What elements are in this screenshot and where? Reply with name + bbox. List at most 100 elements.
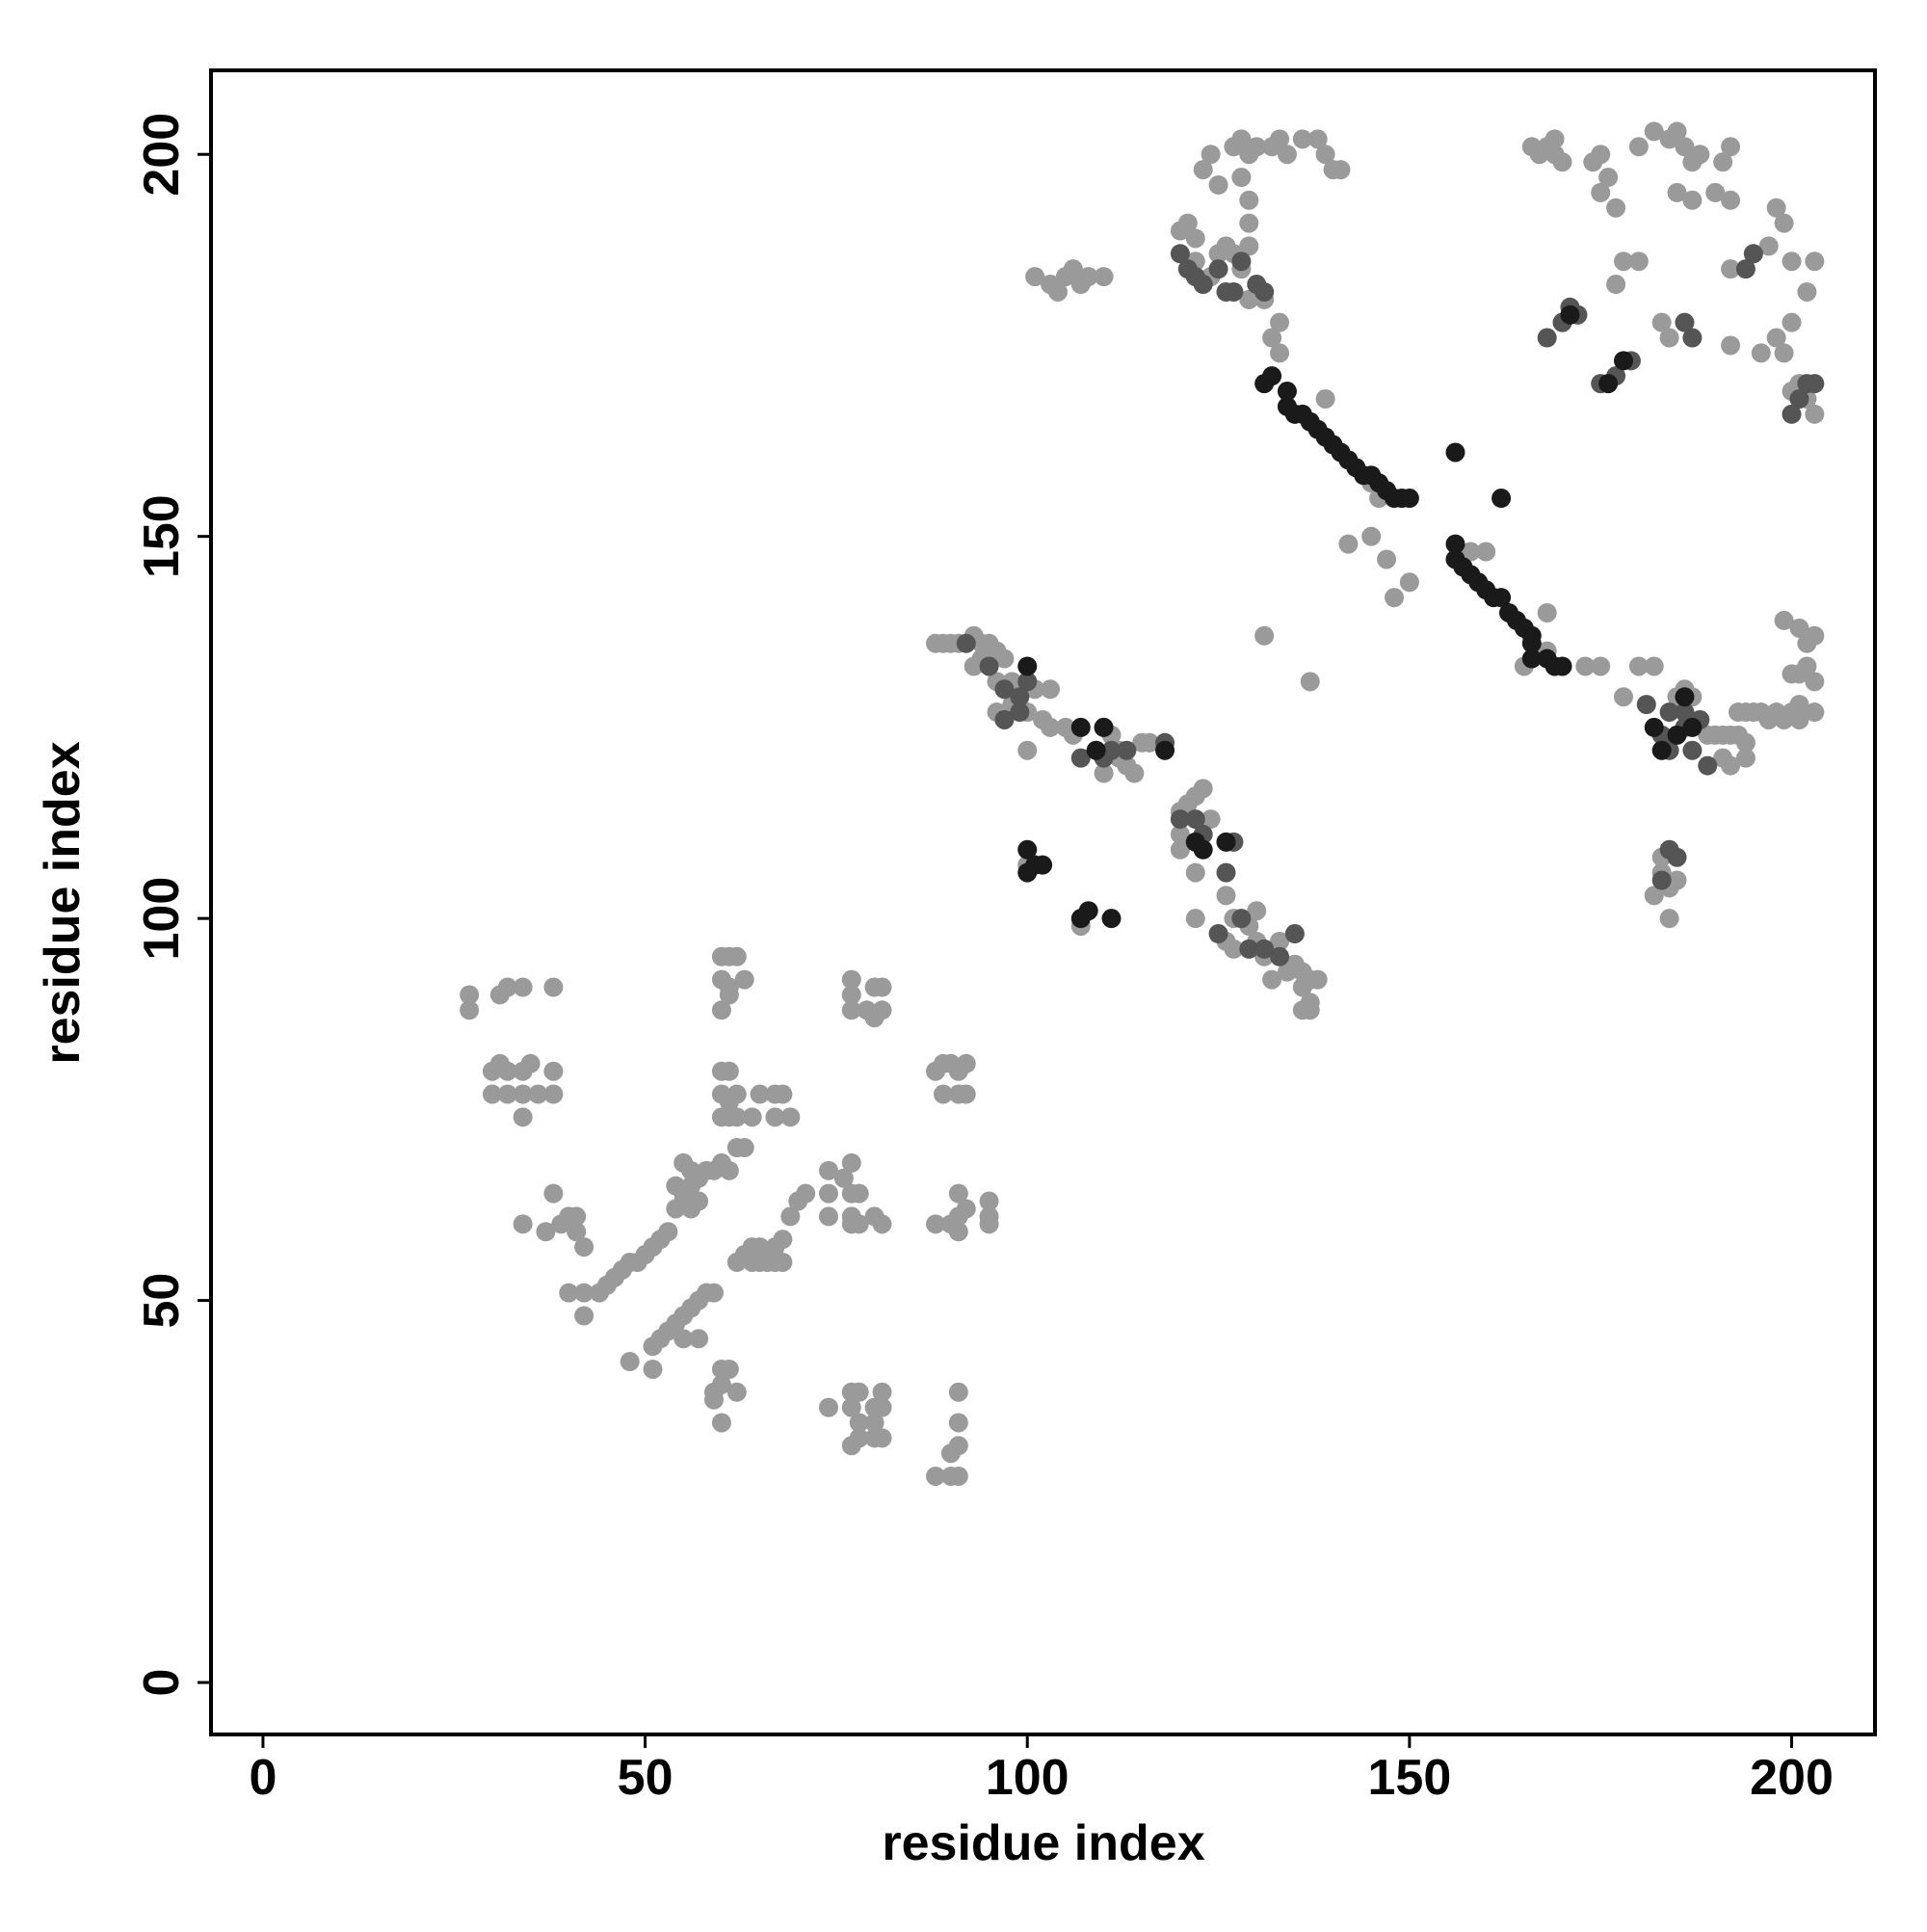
contact-point <box>1017 839 1038 860</box>
contact-point <box>1101 909 1122 929</box>
contact-point <box>1614 351 1634 371</box>
contact-point <box>1614 251 1634 272</box>
contact-point <box>1682 328 1703 348</box>
y-tick-label: 150 <box>134 494 190 578</box>
contact-point <box>726 1138 747 1158</box>
contact-point <box>1774 610 1794 630</box>
contact-point <box>750 1237 770 1257</box>
contact-point <box>1361 526 1382 546</box>
contact-point <box>719 1160 739 1180</box>
contact-point <box>1185 809 1205 830</box>
contact-point <box>1628 251 1649 272</box>
contact-point <box>1476 542 1496 562</box>
contact-point <box>750 1084 770 1104</box>
y-axis-title: residue index <box>35 741 91 1064</box>
contact-point <box>734 969 754 990</box>
contact-point <box>818 1206 838 1227</box>
contact-point <box>872 1397 892 1417</box>
contact-point <box>1552 656 1572 676</box>
contact-point <box>841 969 861 990</box>
contact-point <box>1774 343 1794 363</box>
contact-point <box>796 1183 816 1204</box>
contact-point <box>948 1436 968 1456</box>
contact-point <box>849 1183 869 1204</box>
x-tick-label: 50 <box>618 1750 673 1806</box>
contact-point <box>1155 740 1175 760</box>
contact-point <box>1177 213 1198 233</box>
contact-point <box>948 1382 968 1402</box>
contact-point <box>872 1382 892 1402</box>
contact-point <box>1231 129 1252 149</box>
contact-point <box>559 1283 579 1303</box>
contact-point <box>543 1084 564 1104</box>
contact-point <box>1070 717 1091 737</box>
contact-point <box>1644 656 1664 676</box>
contact-point <box>1216 832 1236 852</box>
contact-point <box>1208 174 1228 195</box>
contact-point <box>994 679 1015 700</box>
contact-point <box>1185 862 1205 883</box>
contact-point <box>719 1359 739 1379</box>
contact-point <box>1774 213 1794 233</box>
contact-point <box>742 1252 762 1272</box>
contact-point <box>1606 198 1626 218</box>
contact-point <box>1598 168 1619 188</box>
contact-point <box>1270 931 1290 951</box>
contact-point <box>1239 213 1259 233</box>
contact-point <box>1086 740 1106 760</box>
contact-point <box>1667 870 1687 890</box>
contact-point <box>1224 281 1244 302</box>
contact-point <box>841 1397 861 1417</box>
contact-point <box>1239 289 1259 309</box>
contact-point <box>1231 251 1252 272</box>
contact-point <box>841 985 861 1005</box>
contact-point <box>1216 862 1236 883</box>
contact-point <box>1300 672 1320 692</box>
contact-point <box>1284 924 1305 944</box>
contact-point <box>1338 534 1359 554</box>
contact-point <box>964 656 984 676</box>
contact-point <box>1805 404 1825 424</box>
contact-point <box>1544 129 1565 149</box>
contact-point <box>1491 489 1512 509</box>
contact-point <box>726 1107 747 1127</box>
contact-point <box>1124 763 1145 783</box>
contact-point <box>1231 168 1252 188</box>
contact-point <box>543 1183 564 1204</box>
contact-point <box>643 1359 663 1379</box>
contact-point <box>1041 679 1061 700</box>
contact-point <box>1651 870 1672 890</box>
x-tick-label: 150 <box>1368 1750 1452 1806</box>
contact-point <box>872 1428 892 1448</box>
contact-point <box>979 1206 999 1227</box>
contact-point <box>849 1413 869 1433</box>
contact-point <box>658 1222 678 1242</box>
contact-point <box>1017 862 1038 883</box>
contact-point <box>933 1084 953 1104</box>
contact-point <box>1300 1000 1320 1020</box>
contact-point <box>1537 602 1557 622</box>
contact-point <box>567 1206 587 1227</box>
contact-point <box>1675 702 1695 723</box>
contact-point <box>574 1283 594 1303</box>
contact-point <box>1675 137 1695 157</box>
contact-point <box>1270 343 1290 363</box>
contact-point <box>1270 946 1290 966</box>
contact-point <box>1659 909 1679 929</box>
contact-point <box>1247 901 1267 921</box>
contact-point <box>948 1413 968 1433</box>
contact-point <box>1208 924 1228 944</box>
contact-point <box>1560 304 1580 325</box>
contact-point <box>1721 259 1741 279</box>
contact-point <box>497 1061 517 1081</box>
contact-point <box>1094 267 1114 287</box>
contact-point <box>1047 281 1068 302</box>
contact-point <box>1254 625 1275 646</box>
contact-point <box>1017 656 1038 676</box>
contact-point <box>1591 182 1611 202</box>
contact-point <box>956 1053 976 1073</box>
contact-point <box>1193 275 1213 295</box>
contact-point <box>673 1183 694 1204</box>
x-tick-label: 100 <box>986 1750 1069 1806</box>
contact-point <box>948 1466 968 1486</box>
